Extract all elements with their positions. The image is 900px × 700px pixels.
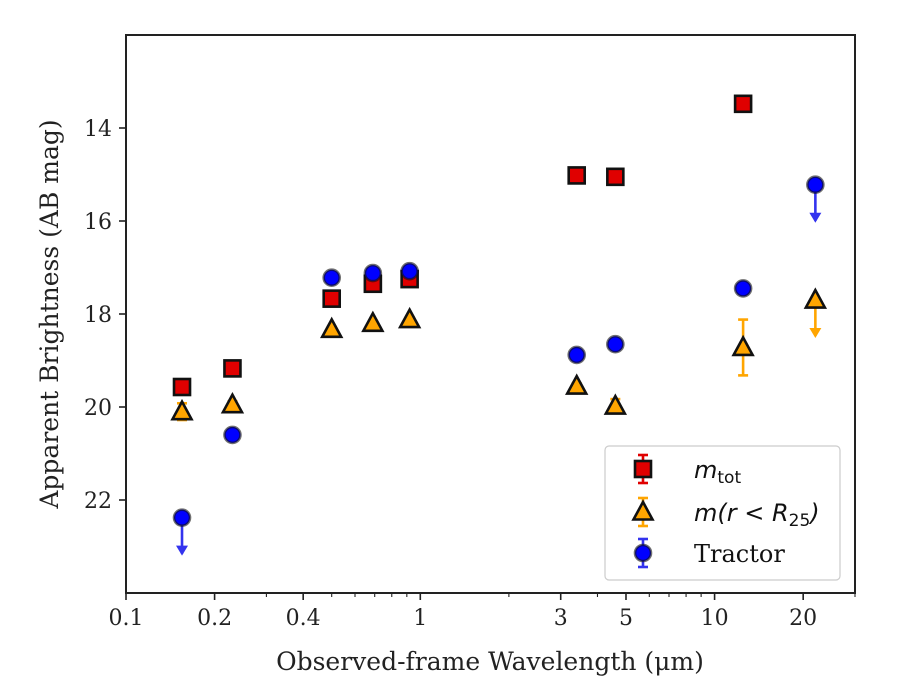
square-point: [606, 167, 625, 187]
legend-mr25-tail: ): [808, 499, 819, 527]
circle-point: [733, 279, 753, 298]
triangle-arrowhead: [809, 328, 822, 339]
square-point: [733, 94, 753, 114]
x-tick-label: 0.4: [286, 606, 321, 631]
triangle-point: [170, 398, 194, 421]
triangle-point: [803, 287, 828, 309]
x-tick-label: 20: [789, 606, 817, 631]
x-tick-label: 5: [619, 606, 633, 631]
legend-circle-marker: [633, 543, 653, 563]
legend-mtot-main: m: [694, 456, 717, 484]
legend-triangle-marker: [631, 499, 655, 521]
legend: mtot m(r < R25) Tractor: [604, 445, 841, 581]
y-tick-label: 16: [84, 210, 112, 235]
circle-arrowhead: [809, 212, 822, 223]
x-tick-label: 1: [413, 606, 427, 631]
triangle-point: [565, 373, 589, 395]
x-tick-label: 0.1: [109, 606, 144, 631]
circle-point: [172, 508, 192, 527]
legend-mr25-main: m(r < R: [694, 499, 789, 527]
x-axis-label: Observed-frame Wavelength (μm): [276, 647, 704, 676]
y-tick-label: 22: [84, 489, 112, 514]
plot-frame: [125, 34, 856, 594]
triangle-point: [320, 316, 344, 339]
legend-square-marker: [633, 459, 653, 479]
axis-ticks: 0.1 0.2 0.4 1 3 5 10 20 14 16 18 20 22: [84, 117, 856, 631]
triangle-point: [220, 391, 245, 414]
square-point: [223, 359, 242, 378]
legend-label-tractor: Tractor: [694, 540, 785, 568]
circle-arrowhead: [176, 545, 189, 556]
x-tick-label: 10: [701, 606, 729, 631]
circle-point: [322, 268, 342, 288]
circle-point: [606, 334, 625, 354]
y-axis-label: Apparent Brightness (AB mag): [35, 119, 64, 509]
x-tick-label: 3: [554, 606, 568, 631]
legend-mr25-sub: 25: [789, 511, 811, 531]
legend-mtot-sub: tot: [717, 468, 741, 488]
legend-box: [604, 445, 841, 581]
data-points: [170, 94, 828, 556]
triangle-point: [361, 310, 385, 333]
x-tick-label: 0.2: [197, 606, 232, 631]
legend-markers: [631, 453, 655, 569]
triangle-point: [603, 393, 628, 415]
circle-point: [400, 261, 419, 281]
square-point: [322, 289, 342, 308]
triangle-point: [397, 306, 422, 329]
legend-label-mr25: m(r < R25): [694, 499, 820, 531]
square-point: [172, 377, 192, 397]
circle-point: [223, 425, 242, 445]
circle-point: [363, 263, 383, 283]
circle-point: [567, 345, 587, 365]
circle-point: [806, 175, 825, 195]
y-tick-label: 18: [84, 303, 112, 328]
triangle-point: [731, 334, 755, 357]
legend-label-mtot: mtot: [694, 456, 741, 488]
square-point: [567, 166, 587, 185]
y-tick-label: 20: [84, 396, 112, 421]
y-tick-label: 14: [84, 117, 112, 142]
